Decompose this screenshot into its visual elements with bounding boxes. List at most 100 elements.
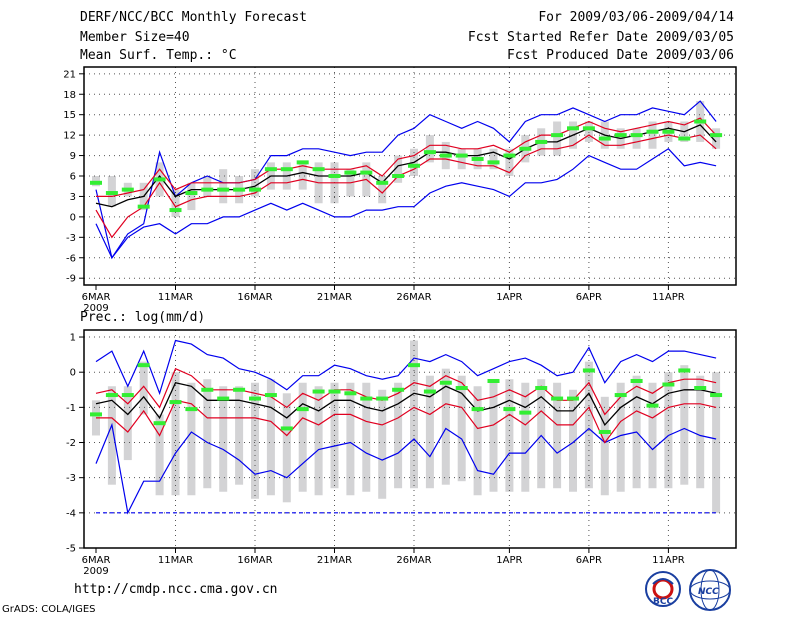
temp-obs-1APR (503, 153, 516, 158)
prec-obs-6APR (582, 368, 595, 373)
temp-obs-19MAR (296, 160, 309, 165)
temp-ylabel--3: -3 (66, 233, 76, 244)
temp-obs-13MAR (201, 187, 214, 192)
prec-box-13MAR (203, 379, 212, 489)
produced-date: Fcst Produced Date 2009/03/06 (507, 48, 734, 63)
prec-obs-26MAR (408, 363, 420, 368)
temp-box-4APR (553, 121, 562, 156)
prec-obs-18MAR (280, 426, 293, 431)
prec-obs-7APR (598, 429, 611, 434)
chart-title: DERF/NCC/BCC Monthly Forecast (80, 10, 307, 25)
temp-xlabel-16MAR: 16MAR (237, 292, 272, 303)
temp-xlabel-1APR: 1APR (496, 292, 522, 303)
temp-obs-12APR (678, 136, 691, 141)
temp-ylabel--6: -6 (66, 253, 76, 264)
prec-obs-31MAR (487, 378, 500, 383)
temp-box-6APR (584, 121, 593, 142)
temp-ylabel-9: 9 (70, 151, 76, 162)
temp-obs-25MAR (392, 174, 405, 178)
prec-box-26MAR (410, 340, 418, 489)
prec-box-8APR (616, 382, 625, 492)
prec-box-5APR (569, 389, 577, 492)
prec-box-9MAR (139, 361, 148, 415)
prec-xlabel-year: 2009 (83, 566, 108, 577)
temp-box-31MAR (489, 148, 498, 170)
prec-line-mean (95, 381, 717, 427)
prec-obs-1APR (503, 407, 516, 412)
prec-xlabel-11MAR: 11MAR (158, 555, 193, 566)
prec-obs-3APR (535, 386, 548, 391)
bcc-logo: BCC (645, 571, 681, 607)
prec-xlabel-1APR: 1APR (496, 555, 522, 566)
temp-obs-16MAR (249, 187, 261, 192)
temp-obs-7APR (598, 136, 611, 141)
temp-obs-18MAR (280, 167, 293, 172)
temp-obs-2APR (519, 146, 532, 151)
temp-obs-13APR (694, 119, 707, 124)
prec-line-mean_plus_sd (95, 367, 717, 416)
temp-line-mean_plus_sd (96, 117, 717, 197)
temp-box-14MAR (219, 169, 228, 204)
prec-box-7APR (600, 396, 609, 496)
prec-box-10MAR (155, 414, 164, 496)
variable-label: Mean Surf. Temp.: °C (80, 48, 237, 63)
temp-panel: -9 -6 -3 0 3 6 9 12 15 18 21 6MAR 11MAR 16MAR 21MAR 26M… (63, 66, 737, 314)
prec-obs-4APR (551, 396, 564, 401)
prec-obs-8MAR (121, 393, 134, 398)
prec-box-23MAR (362, 382, 371, 492)
prec-box-14MAR (219, 386, 228, 492)
prec-box-22MAR (346, 382, 355, 496)
prec-obs-7MAR (105, 393, 118, 398)
temp-obs-10MAR (153, 177, 166, 182)
prec-box-12APR (680, 365, 689, 485)
prec-obs-14MAR (217, 396, 230, 401)
prec-box-14APR (712, 372, 721, 513)
temp-obs-11APR (662, 129, 675, 134)
temp-box-12MAR (187, 182, 196, 211)
prec-ylabel--2: -2 (66, 438, 76, 449)
prec-obs-23MAR (360, 396, 373, 401)
prec-obs-16MAR (249, 396, 261, 401)
temp-ylabel-21: 21 (63, 69, 76, 80)
temp-line-max (95, 100, 717, 260)
grads-credit: GrADS: COLA/IGES (2, 604, 96, 615)
temp-obs-8APR (614, 133, 627, 138)
temp-obs-27MAR (423, 150, 436, 155)
prec-box-7MAR (107, 386, 116, 485)
temp-obs-11MAR (169, 208, 182, 213)
prec-obs-9APR (630, 378, 643, 383)
prec-obs-11MAR (169, 400, 182, 405)
temp-ylabel-12: 12 (63, 131, 76, 142)
prec-xlabel-26MAR: 26MAR (396, 555, 431, 566)
site-url[interactable]: http://cmdp.ncc.cma.gov.cn (74, 582, 278, 597)
temp-xlabel-11APR: 11APR (652, 292, 685, 303)
prec-frame (83, 329, 737, 549)
temp-box-10APR (648, 121, 657, 149)
prec-box-3APR (537, 379, 546, 489)
prec-obs-22MAR (344, 391, 357, 396)
precip-label: Prec.: log(mm/d) (80, 310, 206, 325)
temp-obs-6APR (582, 126, 595, 131)
temp-obs-14APR (710, 133, 723, 138)
temp-obs-22MAR (344, 170, 357, 175)
prec-obs-20MAR (312, 389, 325, 394)
temp-obs-23MAR (360, 170, 373, 175)
temp-obs-12MAR (185, 191, 198, 196)
prec-box-30MAR (473, 386, 482, 496)
prec-obs-10APR (646, 403, 659, 408)
temp-obs-8MAR (121, 187, 134, 192)
prec-xlabel-6MAR: 6MAR (82, 555, 111, 566)
prec-box-15MAR (235, 386, 244, 485)
temp-obs-4APR (551, 133, 564, 138)
temp-xlabel-6MAR: 6MAR (82, 292, 111, 303)
temp-box-29MAR (457, 148, 466, 170)
prec-obs-17MAR (264, 393, 277, 398)
prec-obs-30MAR (471, 407, 484, 412)
temp-box-13MAR (203, 176, 212, 197)
prec-box-2APR (521, 382, 530, 492)
prec-line-min (95, 422, 717, 515)
prec-box-11MAR (171, 372, 180, 496)
temp-xlabel-6APR: 6APR (576, 292, 602, 303)
prec-box-31MAR (489, 379, 498, 492)
